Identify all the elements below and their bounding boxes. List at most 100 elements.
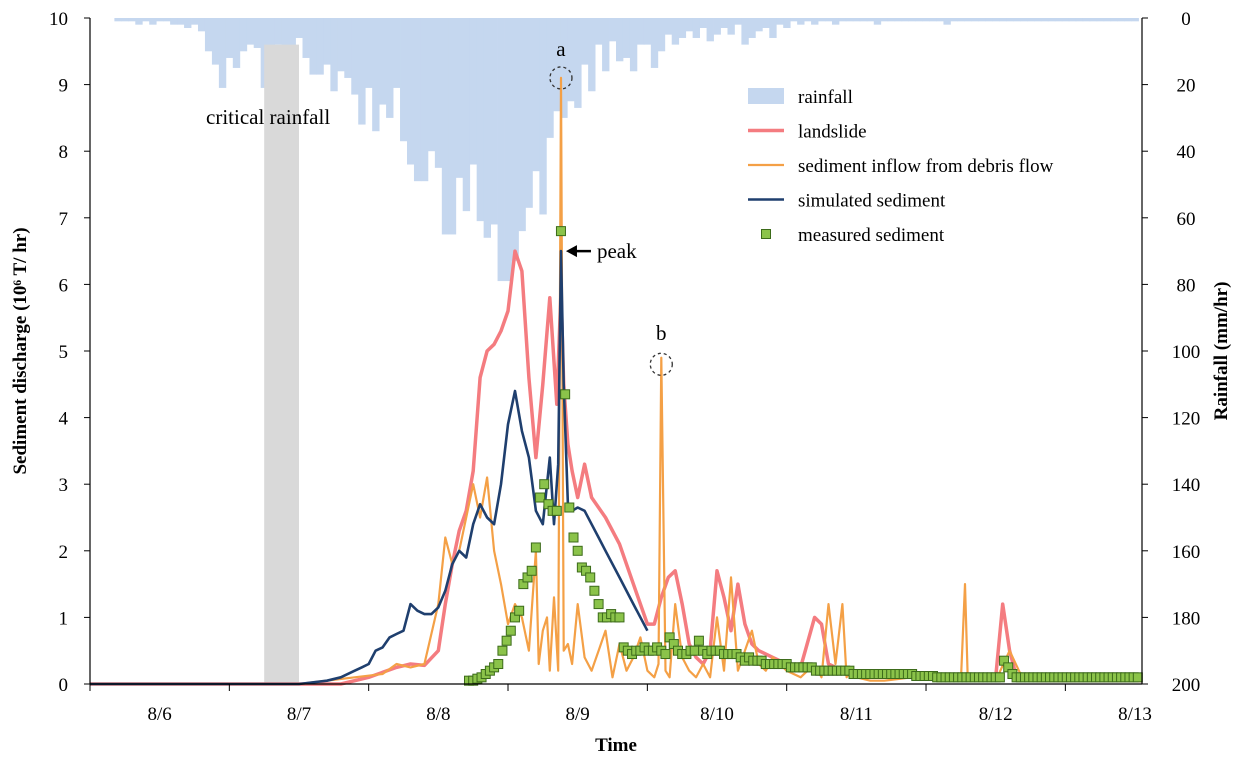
rainfall-bar [950, 18, 958, 22]
rainfall-bar [135, 18, 143, 25]
rainfall-bar [992, 18, 1000, 22]
rainfall-bar [943, 18, 951, 25]
rainfall-bar [748, 18, 756, 38]
right-y-axis-title: Rainfall (mm/hr) [1211, 282, 1232, 421]
rainfall-bar [616, 18, 624, 62]
debris-line [90, 76, 1142, 686]
rainfall-bar [372, 18, 380, 132]
measured-point [501, 635, 512, 646]
rainfall-bar [163, 18, 171, 22]
right-tick-label: 20 [1177, 76, 1196, 97]
legend-label: simulated sediment [798, 191, 946, 212]
rainfall-bar [678, 18, 687, 38]
x-tick-label: 8/9 [566, 704, 590, 725]
measured-point [568, 532, 579, 543]
measured-point [693, 635, 704, 646]
left-tick-label: 2 [59, 542, 69, 563]
measured-point [539, 479, 550, 490]
rainfall-bar [455, 18, 464, 178]
right-tick-label: 120 [1172, 409, 1201, 430]
rainfall-bar [1034, 18, 1042, 22]
peak-arrow [565, 245, 591, 258]
left-y-axis-title: Sediment discharge (10⁶ T/ hr) [10, 227, 31, 474]
rainfall-bar [490, 18, 498, 225]
left-tick-label: 6 [59, 275, 69, 296]
rainfall-bar [713, 18, 721, 35]
x-tick-label: 8/13 [1118, 704, 1152, 725]
rainfall-bar [706, 18, 714, 42]
rainfall-bar [393, 18, 401, 88]
rainfall-bar [936, 18, 944, 22]
rainfall-bar [797, 18, 805, 25]
rainfall-bar [337, 18, 345, 72]
rainfall-bar [386, 18, 394, 118]
rainfall-bar [532, 18, 540, 172]
rainfall-bars [114, 18, 1139, 282]
rainfall-bar [1082, 18, 1091, 22]
rainfall-bar [323, 18, 331, 65]
x-tick-label: 8/10 [700, 704, 734, 725]
rainfall-bar [149, 18, 157, 25]
rainfall-bar [114, 18, 122, 22]
rainfall-bar [664, 18, 673, 35]
critical-rainfall-band [264, 44, 300, 684]
rainfall-bar [441, 18, 450, 235]
left-tick-label: 7 [59, 209, 69, 230]
rainfall-bar [1020, 18, 1028, 22]
rainfall-bar [497, 18, 505, 282]
rainfall-bar [1013, 18, 1021, 22]
rainfall-bar [776, 18, 784, 25]
left-y-axis-ticks: 0 1 2 3 4 5 6 7 8 9 10 [49, 9, 90, 696]
rainfall-bar [880, 18, 889, 22]
measured-point [593, 599, 604, 610]
rainfall-bar [894, 18, 903, 22]
x-tick-label: 8/8 [426, 704, 450, 725]
rainfall-bar [232, 18, 241, 68]
rainfall-bar [978, 18, 986, 22]
measured-point [689, 645, 700, 656]
rainfall-bar [1040, 18, 1049, 22]
rainfall-bar [595, 18, 603, 45]
x-tick-label: 8/11 [840, 704, 873, 725]
rainfall-bar [866, 18, 875, 22]
rainfall-bar [351, 18, 359, 95]
rainfall-bar [1110, 18, 1119, 22]
measured-point [585, 572, 596, 583]
rainfall-bar [462, 18, 471, 212]
rainfall-bar [1131, 18, 1139, 22]
rainfall-bar [1068, 18, 1077, 22]
rainfall-bar [602, 18, 610, 72]
left-tick-label: 0 [59, 675, 69, 696]
rainfall-bar [922, 18, 930, 22]
measured-point [572, 545, 583, 556]
rainfall-bar [406, 18, 415, 165]
measured-point [505, 625, 516, 636]
rainfall-bar [253, 18, 262, 48]
rainfall-bar [156, 18, 164, 22]
left-tick-label: 9 [59, 76, 69, 97]
measured-point [530, 542, 541, 553]
annotation-b-circle [649, 352, 673, 376]
right-tick-label: 160 [1172, 542, 1201, 563]
rainfall-bar [741, 18, 749, 45]
rainfall-bar [281, 18, 289, 52]
annotation-b-label: b [656, 321, 667, 345]
rainfall-bar [908, 18, 916, 22]
right-y-axis-ticks: 0 20 40 60 80 100 120 140 160 180 200 [1142, 9, 1200, 696]
x-tick-label: 8/7 [287, 704, 311, 725]
rainfall-bar [420, 18, 429, 182]
rainfall-bar [790, 18, 798, 22]
rainfall-bar [184, 18, 192, 28]
rainfall-bar [588, 18, 596, 92]
rainfall-bar [657, 18, 666, 52]
rainfall-bar [553, 18, 561, 112]
rainfall-bar [804, 18, 812, 22]
rainfall-bar [643, 18, 652, 45]
rainfall-bar [581, 18, 589, 65]
rainfall-bar [225, 18, 234, 58]
rainfall-bar [838, 18, 847, 22]
rainfall-bar [629, 18, 638, 72]
rainfall-bar [483, 18, 491, 238]
rainfall-bar [434, 18, 443, 168]
